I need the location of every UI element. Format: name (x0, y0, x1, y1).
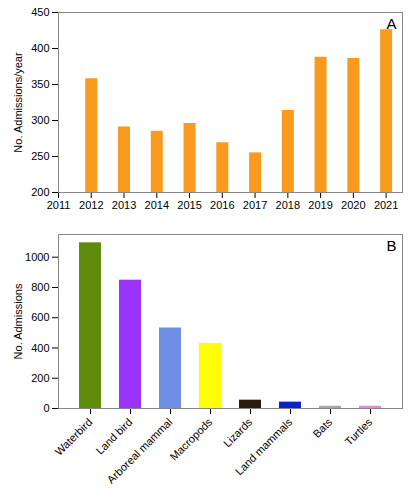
svg-text:2018: 2018 (276, 199, 300, 211)
svg-text:2019: 2019 (308, 199, 332, 211)
svg-text:No. Admissions/year: No. Admissions/year (12, 52, 24, 153)
svg-text:Land mammals: Land mammals (233, 415, 295, 477)
svg-text:Land bird: Land bird (93, 416, 134, 457)
svg-text:No. Admissions: No. Admissions (12, 283, 24, 359)
svg-text:600: 600 (31, 311, 49, 323)
svg-text:1000: 1000 (25, 251, 49, 263)
svg-text:2012: 2012 (79, 199, 103, 211)
svg-text:2013: 2013 (112, 199, 136, 211)
svg-text:2021: 2021 (374, 199, 398, 211)
svg-text:400: 400 (31, 42, 49, 54)
svg-text:2014: 2014 (145, 199, 169, 211)
svg-text:2017: 2017 (243, 199, 267, 211)
svg-text:Bats: Bats (310, 415, 334, 439)
svg-text:200: 200 (31, 186, 49, 198)
svg-text:Arboreal mammal: Arboreal mammal (105, 416, 175, 486)
svg-text:400: 400 (31, 341, 49, 353)
svg-text:Waterbird: Waterbird (52, 416, 94, 458)
svg-text:Lizards: Lizards (221, 415, 255, 449)
svg-text:800: 800 (31, 281, 49, 293)
svg-text:0: 0 (43, 402, 49, 414)
svg-text:300: 300 (31, 114, 49, 126)
svg-text:2016: 2016 (210, 199, 234, 211)
svg-text:350: 350 (31, 78, 49, 90)
svg-text:2011: 2011 (47, 199, 71, 211)
svg-text:200: 200 (31, 372, 49, 384)
svg-text:2015: 2015 (177, 199, 201, 211)
svg-text:A: A (386, 15, 396, 32)
svg-text:Turtles: Turtles (342, 415, 374, 447)
svg-text:2020: 2020 (341, 199, 365, 211)
svg-text:450: 450 (31, 6, 49, 18)
svg-text:250: 250 (31, 150, 49, 162)
svg-text:Macropods: Macropods (167, 415, 214, 462)
svg-text:B: B (386, 237, 396, 254)
